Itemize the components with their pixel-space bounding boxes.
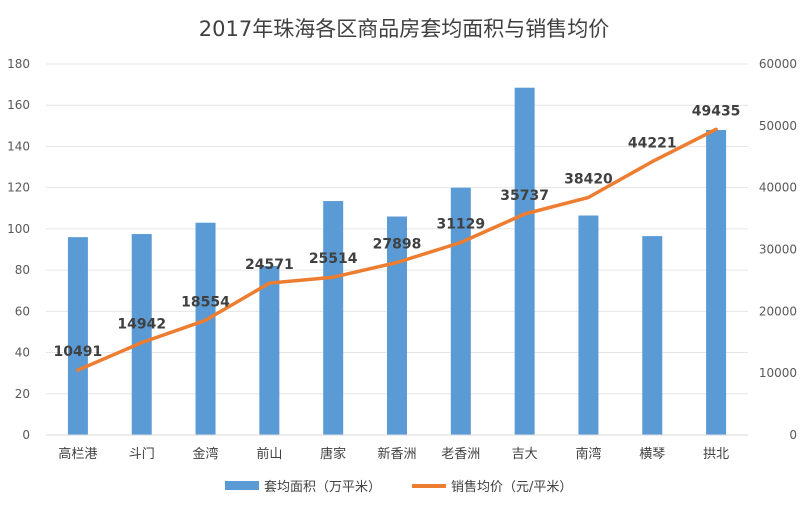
legend-label-area: 套均面积（万平米）: [264, 479, 381, 495]
x-tick-label: 金湾: [193, 446, 219, 462]
data-label: 27898: [373, 236, 422, 252]
chart-title: 2017年珠海各区商品房套均面积与销售均价: [199, 17, 609, 41]
line-series: [76, 127, 718, 372]
y-right-tick-label: 40000: [759, 181, 797, 195]
bar: [642, 236, 663, 435]
y-left-tick-label: 0: [22, 428, 30, 442]
x-tick-label: 南湾: [575, 446, 601, 462]
x-tick-label: 新香洲: [377, 446, 416, 462]
data-label: 25514: [309, 251, 358, 267]
bar: [131, 234, 152, 435]
x-tick-label: 高栏港: [58, 446, 97, 462]
data-label: 24571: [245, 257, 294, 273]
data-label: 14942: [117, 317, 166, 333]
data-label: 35737: [500, 188, 549, 204]
x-tick-label: 横琴: [639, 447, 665, 462]
y-right-tick-label: 30000: [759, 243, 797, 257]
y-left-tick-label: 40: [15, 346, 30, 360]
y-left-tick-label: 140: [7, 139, 30, 153]
x-tick-label: 老香洲: [441, 447, 480, 462]
data-label: 18554: [181, 294, 230, 310]
x-tick-label: 唐家: [320, 446, 346, 462]
y-right-tick-label: 60000: [759, 57, 797, 71]
data-label: 38420: [564, 171, 613, 187]
y-right-tick-label: 20000: [759, 304, 797, 318]
y-left-tick-label: 180: [7, 57, 30, 71]
y-left-tick-label: 120: [7, 181, 30, 195]
series-line: [76, 127, 718, 372]
data-labels: 10491 14942 18554 24571 25514 27898 31129 35737…: [54, 103, 741, 360]
x-tick-label: 吉大: [512, 447, 538, 462]
x-tick-label: 前山: [256, 446, 282, 462]
bar-series: [67, 87, 727, 436]
data-label: 10491: [54, 344, 103, 360]
bar: [450, 187, 471, 435]
axes: 0 20 40 60 80 100 120 140 160 180 0 10000 20000 30000…: [7, 57, 797, 462]
bar: [578, 215, 599, 435]
bar: [67, 237, 88, 435]
bar: [259, 265, 280, 435]
y-left-tick-label: 160: [7, 98, 30, 112]
y-left-tick-label: 20: [15, 387, 30, 401]
data-label: 44221: [628, 136, 677, 152]
y-right-tick-label: 50000: [759, 119, 797, 133]
legend: 套均面积（万平米） 销售均价（元/平米）: [225, 479, 572, 495]
bar: [514, 87, 535, 436]
x-tick-label: 拱北: [703, 447, 729, 462]
bar: [323, 201, 344, 435]
y-right-tick-label: 10000: [759, 366, 797, 380]
data-label: 49435: [692, 103, 741, 119]
bar: [706, 129, 727, 435]
y-left-tick-label: 80: [15, 263, 30, 277]
legend-swatch-area: [225, 481, 259, 490]
bar: [387, 216, 407, 435]
y-right-tick-label: 0: [789, 428, 797, 442]
legend-label-price: 销售均价（元/平米）: [451, 479, 572, 495]
bar: [195, 222, 216, 435]
y-left-tick-label: 60: [15, 304, 30, 318]
data-label: 31129: [436, 217, 485, 233]
x-tick-label: 斗门: [129, 447, 155, 462]
y-left-tick-label: 100: [7, 222, 30, 236]
